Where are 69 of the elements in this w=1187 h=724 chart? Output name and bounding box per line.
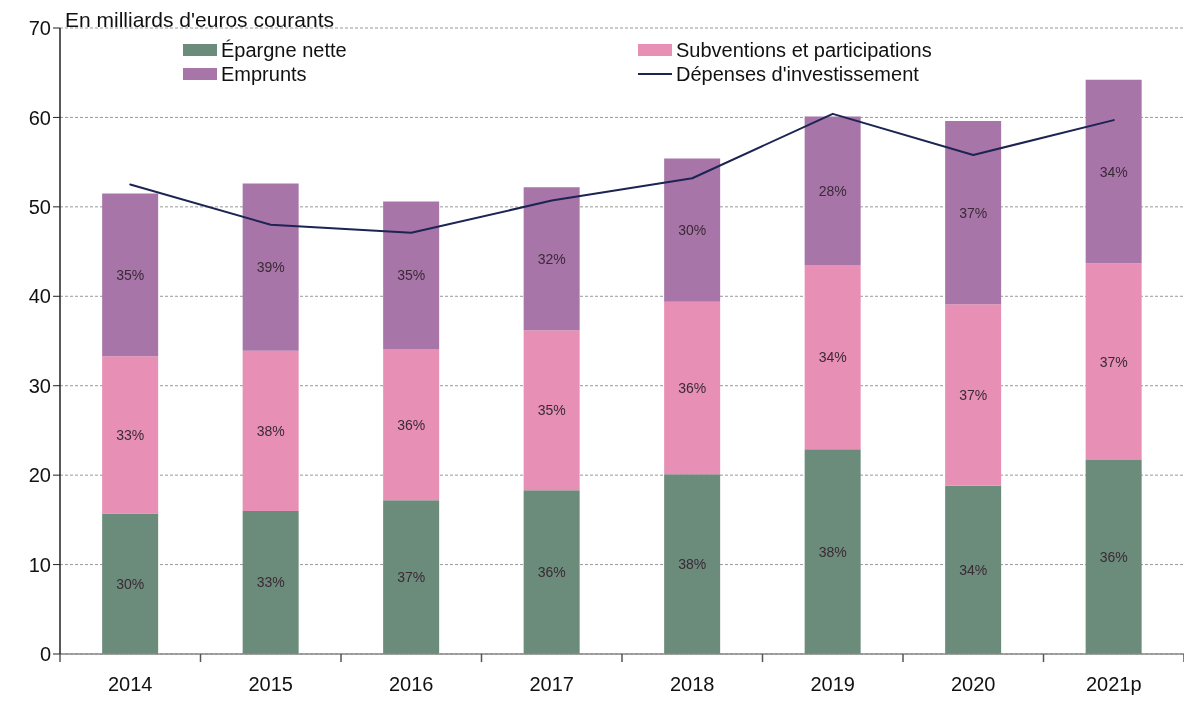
- annotation: 32%: [537, 250, 566, 267]
- bar: [664, 301, 721, 475]
- annotation: 35%: [397, 267, 426, 284]
- y-tick-label: 70: [28, 17, 51, 40]
- bar: [383, 500, 440, 654]
- bar: [804, 264, 861, 450]
- annotation: 36%: [1099, 548, 1128, 565]
- bar: [1085, 459, 1142, 654]
- annotation: 34%: [818, 349, 847, 366]
- x-tick-label: 2018: [670, 673, 715, 695]
- annotation: 35%: [116, 266, 145, 283]
- annotation: 38%: [678, 556, 707, 573]
- y-tick-label: 30: [28, 374, 51, 397]
- x-tick-label: 2017: [529, 673, 574, 695]
- annotation: 30%: [116, 575, 145, 592]
- x-tick-label: 2020: [951, 673, 996, 695]
- bar: [945, 121, 1002, 305]
- bar: [945, 304, 1002, 486]
- annotation: 28%: [818, 182, 847, 199]
- annotation: 34%: [1099, 163, 1128, 180]
- annotation: 36%: [537, 564, 566, 581]
- bar: [523, 330, 580, 491]
- y-tick-label: 60: [28, 106, 51, 129]
- annotation: 34%: [959, 561, 988, 578]
- bar: [1085, 79, 1142, 264]
- bar: [1085, 263, 1142, 460]
- annotation: 38%: [256, 422, 285, 439]
- legend-label: Subventions et participations: [676, 38, 932, 62]
- y-tick-label: 10: [28, 553, 51, 576]
- legend-label: Dépenses d'investissement: [676, 62, 919, 86]
- bar: [242, 510, 299, 654]
- bar: [664, 474, 721, 654]
- legend-label: Épargne nette: [221, 38, 347, 62]
- annotation: 36%: [397, 416, 426, 433]
- y-axis-title: En milliards d'euros courants: [65, 8, 334, 32]
- bar: [523, 187, 580, 331]
- bar: [523, 490, 580, 654]
- bar: [102, 193, 159, 357]
- bar: [804, 116, 861, 265]
- y-tick-label: 20: [28, 464, 51, 487]
- x-tick-label: 2016: [389, 673, 434, 695]
- bar: [664, 158, 721, 302]
- bar: [242, 183, 299, 351]
- bar: [383, 201, 440, 350]
- bar: [102, 356, 159, 514]
- bar: [102, 513, 159, 654]
- bar: [945, 485, 1002, 654]
- bar: [242, 350, 299, 511]
- bar: [804, 449, 861, 654]
- x-tick-label: 2015: [248, 673, 293, 695]
- annotation: 37%: [1099, 353, 1128, 370]
- x-tick-label: 2019: [810, 673, 855, 695]
- bar: [383, 349, 440, 501]
- annotation: 39%: [256, 259, 285, 276]
- annotation: 38%: [818, 543, 847, 560]
- annotation: 37%: [397, 569, 426, 586]
- legend-label: Emprunts: [221, 62, 307, 86]
- y-tick-label: 0: [39, 643, 51, 666]
- annotation: 36%: [678, 379, 707, 396]
- annotation: 33%: [256, 574, 285, 591]
- annotation: 33%: [116, 426, 145, 443]
- y-tick-label: 50: [28, 195, 51, 218]
- annotation: 37%: [959, 387, 988, 404]
- annotation: 35%: [537, 402, 566, 419]
- x-tick-label: 2021p: [1085, 673, 1142, 695]
- annotation: 30%: [678, 222, 707, 239]
- x-tick-label: 2014: [108, 673, 153, 695]
- y-tick-label: 40: [28, 285, 51, 308]
- annotation: 37%: [959, 204, 988, 221]
